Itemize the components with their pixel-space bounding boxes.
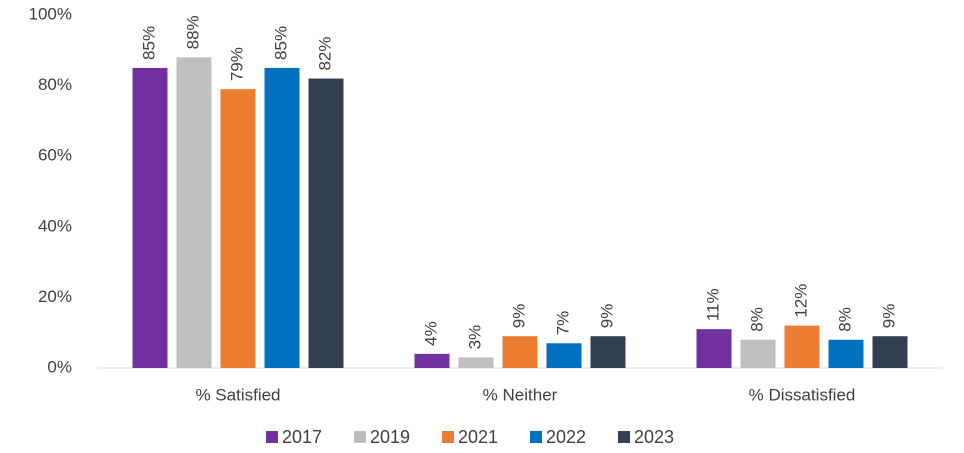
x-tick-label: % Neither [483,385,558,404]
legend-swatch [266,431,278,443]
x-tick-label: % Satisfied [195,385,280,404]
bar [264,67,300,368]
legend-label: 2022 [546,427,586,447]
legend-label: 2021 [458,427,498,447]
data-label: 12% [791,284,810,318]
bar [828,339,864,368]
data-label: 82% [315,37,334,71]
bar [696,329,732,368]
x-tick-label: % Dissatisfied [749,385,856,404]
bar [176,57,212,369]
y-tick-label: 100% [29,4,72,23]
data-label: 8% [835,307,854,332]
bar [590,336,626,368]
legend-label: 2023 [634,427,674,447]
legend-swatch [354,431,366,443]
legend-swatch [618,431,630,443]
bar [502,336,538,368]
y-tick-label: 80% [38,75,72,94]
data-label: 11% [703,288,722,321]
bar [784,325,820,368]
data-label: 85% [139,26,158,60]
y-tick-label: 40% [38,216,72,235]
bar [132,67,168,368]
data-label: 9% [509,304,528,329]
y-tick-label: 60% [38,146,72,165]
y-tick-label: 20% [38,287,72,306]
data-label: 4% [421,321,440,346]
y-tick-label: 0% [47,357,72,376]
bar [308,78,344,368]
bar [546,343,582,368]
data-label: 79% [227,47,246,81]
data-label: 9% [879,304,898,329]
bar [872,336,908,368]
legend-swatch [442,431,454,443]
data-label: 7% [553,311,572,336]
bar [458,357,494,368]
data-label: 3% [465,325,484,350]
data-label: 8% [747,307,766,332]
legend-label: 2019 [370,427,410,447]
bar [414,353,450,368]
data-label: 9% [597,304,616,329]
bar [220,89,256,368]
legend-swatch [530,431,542,443]
legend-label: 2017 [282,427,322,447]
data-label: 85% [271,26,290,60]
bar [740,339,776,368]
data-label: 88% [183,15,202,49]
